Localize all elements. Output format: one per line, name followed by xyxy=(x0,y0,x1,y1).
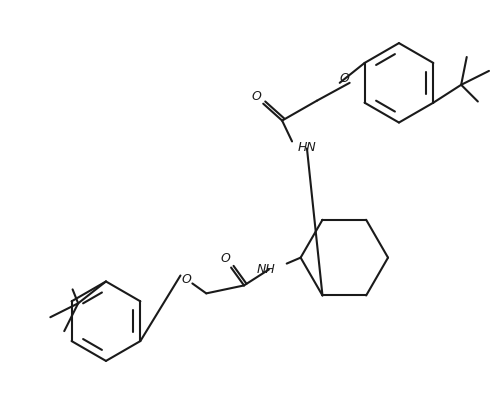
Text: O: O xyxy=(220,252,230,265)
Text: O: O xyxy=(251,90,261,103)
Text: O: O xyxy=(340,72,350,85)
Text: NH: NH xyxy=(257,263,276,276)
Text: O: O xyxy=(182,273,191,286)
Text: HN: HN xyxy=(298,141,317,154)
